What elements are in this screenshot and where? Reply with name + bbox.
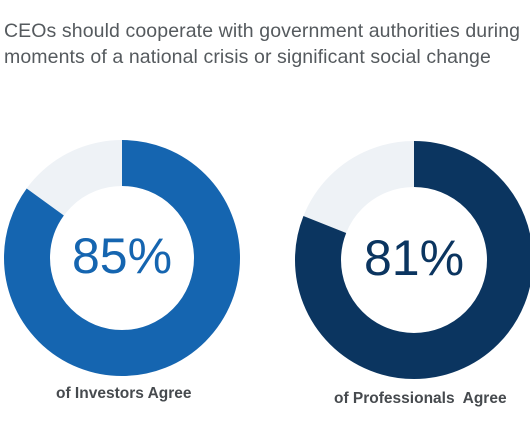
investors-caption: of Investors Agree bbox=[56, 385, 192, 402]
professionals-caption: of Professionals Agree bbox=[334, 390, 507, 407]
chart-title: CEOs should cooperate with government au… bbox=[4, 20, 521, 68]
investors-percent-label: 85% bbox=[72, 228, 172, 284]
professionals-donut-arc bbox=[295, 141, 530, 379]
investors-donut-arc bbox=[4, 140, 240, 376]
investors-donut-svg: 85% bbox=[4, 140, 240, 376]
professionals-donut-chart: 81% bbox=[294, 140, 530, 380]
professionals-percent-label: 81% bbox=[364, 230, 464, 286]
investors-donut-chart: 85% bbox=[0, 140, 242, 376]
professionals-donut-svg: 81% bbox=[295, 141, 530, 379]
